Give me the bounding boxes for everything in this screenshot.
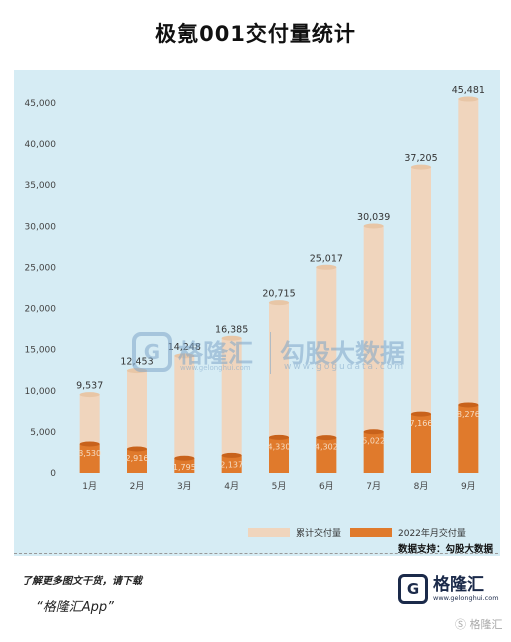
data-label-monthly: 1,795 (173, 463, 196, 472)
bar-monthly (363, 431, 384, 473)
data-label-total: 20,715 (262, 289, 295, 300)
logo-url: www.gelonghui.com (433, 594, 499, 602)
bar-total-cap (363, 223, 384, 229)
legend-item-monthly: 2022年月交付量 (350, 526, 466, 539)
bar-monthly (458, 404, 479, 473)
bar-monthly (174, 458, 195, 473)
y-tick-label: 45,000 (25, 99, 57, 109)
bar-monthly (316, 437, 337, 473)
data-label-total: 9,537 (76, 381, 103, 392)
bar-total (174, 355, 195, 473)
data-label-total: 45,481 (452, 85, 485, 96)
chart-panel: 0 5,000 10,000 15,000 20,000 25,000 30,000 35,0… (14, 70, 500, 556)
data-label-total: 37,205 (404, 153, 437, 164)
y-tick-label: 15,000 (25, 346, 57, 356)
data-label-total: 25,017 (310, 253, 343, 264)
promo-app-name: “格隆汇App” (36, 600, 114, 615)
data-source: 数据支持：勾股大数据 (397, 544, 493, 555)
x-tick-label: 9月 (461, 481, 476, 492)
chart-title: 极氪001交付量统计 (155, 22, 356, 46)
data-label-monthly: 2,137 (220, 460, 243, 469)
watermark-url-1: www.gelonghui.com (180, 364, 251, 372)
x-tick-label: 1月 (82, 481, 97, 492)
y-tick-label: 25,000 (25, 263, 57, 273)
x-tick-label: 2月 (130, 481, 145, 492)
bar-monthly-cap (458, 402, 479, 408)
bar-monthly (221, 455, 242, 473)
legend-swatch-monthly (350, 528, 392, 537)
x-tick-label: 5月 (272, 481, 287, 492)
legend-label-monthly: 2022年月交付量 (398, 529, 466, 539)
data-label-monthly: 4,302 (315, 443, 338, 452)
watermark-url-2: www.gogudata.com (284, 362, 406, 372)
bar-chart: 0 5,000 10,000 15,000 20,000 25,000 30,000 35,0… (25, 85, 485, 492)
bar-monthly (411, 414, 431, 473)
data-label-monthly: 8,276 (457, 410, 480, 419)
data-label-monthly: 3,530 (78, 449, 101, 458)
logo-text: 格隆汇 www.gelonghui.com (433, 576, 499, 602)
data-label-monthly: 7,166 (410, 419, 433, 428)
watermark-corner: Ⓢ 格隆汇 (455, 618, 503, 631)
x-tick-label: 3月 (177, 481, 192, 492)
bar-total-cap (269, 300, 289, 306)
watermark-brand-1: 格隆汇 (178, 339, 254, 368)
y-tick-label: 0 (50, 469, 56, 479)
watermark-logo-icon: G (132, 332, 172, 372)
y-tick-label: 30,000 (25, 222, 57, 232)
legend-swatch-total (248, 528, 290, 537)
legend-label-total: 累计交付量 (296, 529, 342, 539)
bar-monthly-cap (269, 434, 289, 440)
logo-mark-icon: G (398, 574, 428, 604)
x-tick-label: 6月 (319, 481, 334, 492)
x-tick-label: 4月 (224, 481, 239, 492)
data-label-monthly: 5,022 (362, 437, 385, 446)
bar-monthly-cap (221, 452, 242, 458)
bar-total (316, 267, 337, 473)
x-tick-label: 7月 (366, 481, 381, 492)
data-label-total: 30,039 (357, 212, 390, 223)
legend-item-total: 累计交付量 (248, 526, 341, 539)
bar-monthly-cap (316, 435, 337, 441)
y-tick-label: 35,000 (25, 181, 57, 191)
bar-monthly-cap (411, 411, 431, 417)
logo-name: 格隆汇 (433, 575, 484, 595)
y-tick-label: 40,000 (25, 140, 57, 150)
y-tick-label: 20,000 (25, 305, 57, 315)
bar-monthly (79, 443, 100, 473)
watermark-separator (270, 332, 271, 374)
y-tick-label: 5,000 (30, 428, 56, 438)
bar-total-cap (316, 264, 337, 270)
bar-total-cap (458, 96, 479, 102)
data-label-total: 16,385 (215, 324, 248, 335)
bar-monthly-cap (79, 441, 100, 447)
data-label-monthly: 4,330 (268, 442, 291, 451)
bar-total (269, 302, 289, 473)
divider (14, 553, 498, 554)
bar-total (363, 226, 384, 473)
bar-total (411, 167, 431, 473)
bar-total-cap (79, 392, 100, 398)
bar-total-cap (221, 335, 242, 341)
bar-monthly-cap (363, 429, 384, 435)
watermark-brand-2: 勾股大数据 (280, 339, 406, 368)
bar-monthly-cap (174, 455, 195, 461)
brand-logo: G 格隆汇 www.gelonghui.com (398, 574, 499, 604)
bar-total-cap (174, 353, 195, 359)
bar-monthly-cap (127, 446, 147, 452)
data-label-total: 14,248 (168, 342, 201, 353)
bar-total (458, 99, 479, 474)
promo-text: 了解更多图文干货，请下载 (22, 576, 142, 587)
x-tick-label: 8月 (414, 481, 429, 492)
y-tick-label: 10,000 (25, 387, 57, 397)
data-label-total: 12,453 (120, 357, 153, 368)
data-label-monthly: 2,916 (126, 454, 149, 463)
bar-monthly (127, 449, 147, 473)
bar-total-cap (411, 164, 431, 170)
bar-monthly (269, 437, 289, 473)
bar-total (221, 338, 242, 473)
